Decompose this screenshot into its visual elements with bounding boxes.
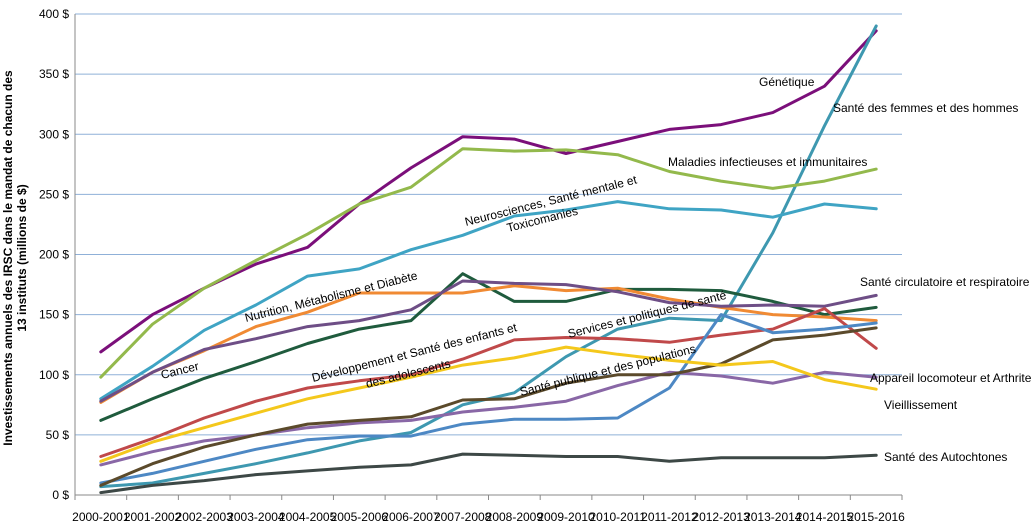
x-tick-label: 2010-2011	[589, 510, 646, 524]
series-line-1	[99, 29, 878, 354]
y-tick-label: 400 $	[39, 7, 69, 21]
series-line-5	[99, 272, 878, 422]
x-tick-label: 2013-2014	[744, 510, 802, 524]
y-tick-label: 300 $	[39, 127, 69, 141]
x-tick-label: 2008-2009	[486, 510, 544, 524]
y-axis-title: Investissements annuels des IRSC dans le…	[1, 70, 29, 446]
x-tick-label: 2014-2015	[796, 510, 854, 524]
label-genetique: Génétique	[759, 75, 815, 89]
x-tick-label: 2006-2007	[382, 510, 440, 524]
y-tick-label: 100 $	[39, 368, 69, 382]
x-tick-label: 2015-2016	[847, 510, 905, 524]
x-axis: 2000-20012001-20022002-20032003-20042004…	[72, 495, 905, 524]
series-labels: Génétique Santé des femmes et des hommes…	[159, 75, 1031, 464]
y-tick-label: 200 $	[39, 248, 69, 262]
y-tick-label: 250 $	[39, 187, 69, 201]
series-line-9	[99, 313, 878, 485]
label-femmes-hommes: Santé des femmes et des hommes	[833, 101, 1018, 115]
label-appareil: Appareil locomoteur et Arthrite	[870, 371, 1032, 385]
series-lines	[99, 24, 878, 495]
x-tick-label: 2007-2008	[434, 510, 492, 524]
series-line-11	[99, 326, 878, 487]
label-cancer: Cancer	[159, 359, 200, 382]
x-tick-label: 2001-2002	[124, 510, 182, 524]
y-tick-label: 0 $	[52, 488, 69, 502]
series-line-4	[99, 200, 878, 401]
series-line-7	[99, 279, 878, 403]
x-tick-label: 2002-2003	[176, 510, 234, 524]
y-tick-label: 50 $	[46, 428, 70, 442]
label-maladies: Maladies infectieuses et immunitaires	[668, 155, 867, 169]
y-tick-label: 350 $	[39, 67, 69, 81]
x-tick-label: 2003-2004	[227, 510, 285, 524]
series-line-12	[99, 345, 878, 463]
x-tick-label: 2009-2010	[537, 510, 595, 524]
series-line-8	[99, 307, 878, 458]
series-line-3	[99, 147, 878, 379]
label-vieillissement: Vieillissement	[884, 398, 958, 412]
y-axis-title-line-1: Investissements annuels des IRSC dans le…	[1, 70, 15, 446]
y-tick-label: 150 $	[39, 308, 69, 322]
series-line-13	[99, 452, 878, 495]
series-line-2	[99, 24, 878, 489]
x-tick-label: 2004-2005	[279, 510, 337, 524]
y-axis: 0 $ 50 $ 100 $ 150 $ 200 $ 250 $ 300 $ 350 $ 400…	[39, 7, 76, 502]
label-autochtones: Santé des Autochtones	[884, 450, 1007, 464]
series-line-6	[99, 284, 878, 404]
y-axis-title-line-2: 13 instituts (millions de $)	[15, 184, 29, 331]
x-tick-label: 2011-2012	[641, 510, 698, 524]
x-tick-label: 2005-2006	[331, 510, 389, 524]
series-line-10	[99, 370, 878, 467]
x-tick-label: 2012-2013	[692, 510, 750, 524]
x-tick-label: 2000-2001	[72, 510, 130, 524]
label-circulatoire: Santé circulatoire et respiratoire	[860, 275, 1030, 289]
